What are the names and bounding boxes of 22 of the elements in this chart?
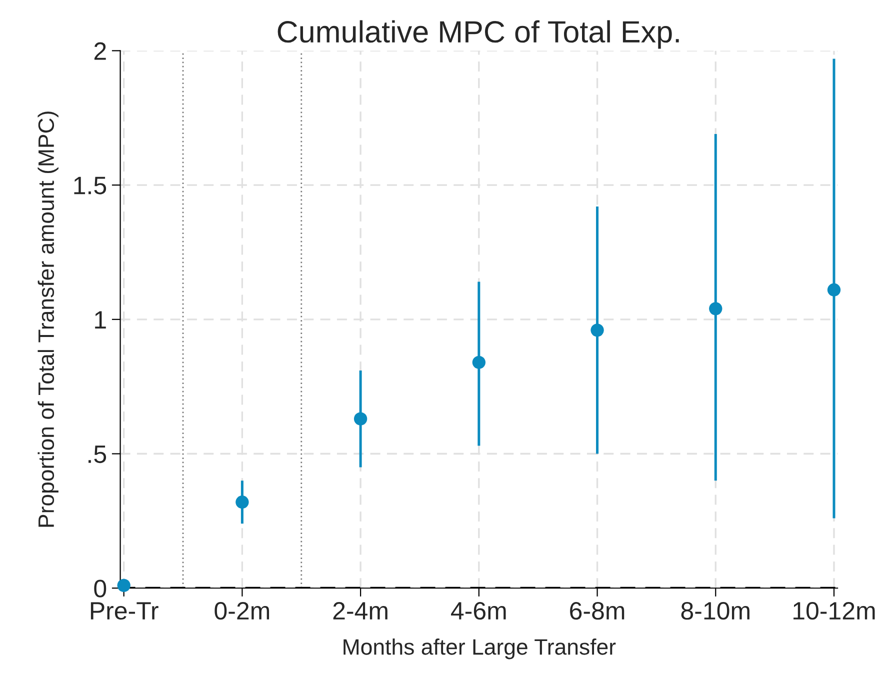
point — [472, 356, 486, 369]
x-tick-label: 4-6m — [451, 602, 506, 620]
chart-title: Cumulative MPC of Total Exp. — [278, 20, 679, 49]
point — [354, 412, 368, 426]
x-tick-label: 0-2m — [214, 602, 270, 620]
point — [709, 302, 722, 316]
y-tick-label: 1 — [95, 311, 106, 328]
y-tick-label: .5 — [88, 446, 106, 464]
x-tick-label: 8-10m — [681, 602, 750, 620]
point — [117, 578, 130, 592]
point — [236, 496, 249, 509]
point — [590, 324, 604, 337]
point — [827, 283, 841, 296]
y-tick-label: 1.5 — [74, 176, 106, 194]
x-tick-label: 2-4m — [333, 602, 388, 620]
y-axis-title: Proportion of Total Transfer amount (MPC) — [38, 112, 58, 527]
x-tick-label: 6-8m — [570, 602, 624, 620]
x-tick-label: 10-12m — [794, 602, 875, 620]
y-tick-label: 0 — [94, 580, 106, 598]
x-tick-label: Pre-Tr — [90, 602, 158, 620]
x-axis-title: Months after Large Transfer — [344, 638, 616, 660]
y-tick-label: 2 — [94, 42, 106, 60]
